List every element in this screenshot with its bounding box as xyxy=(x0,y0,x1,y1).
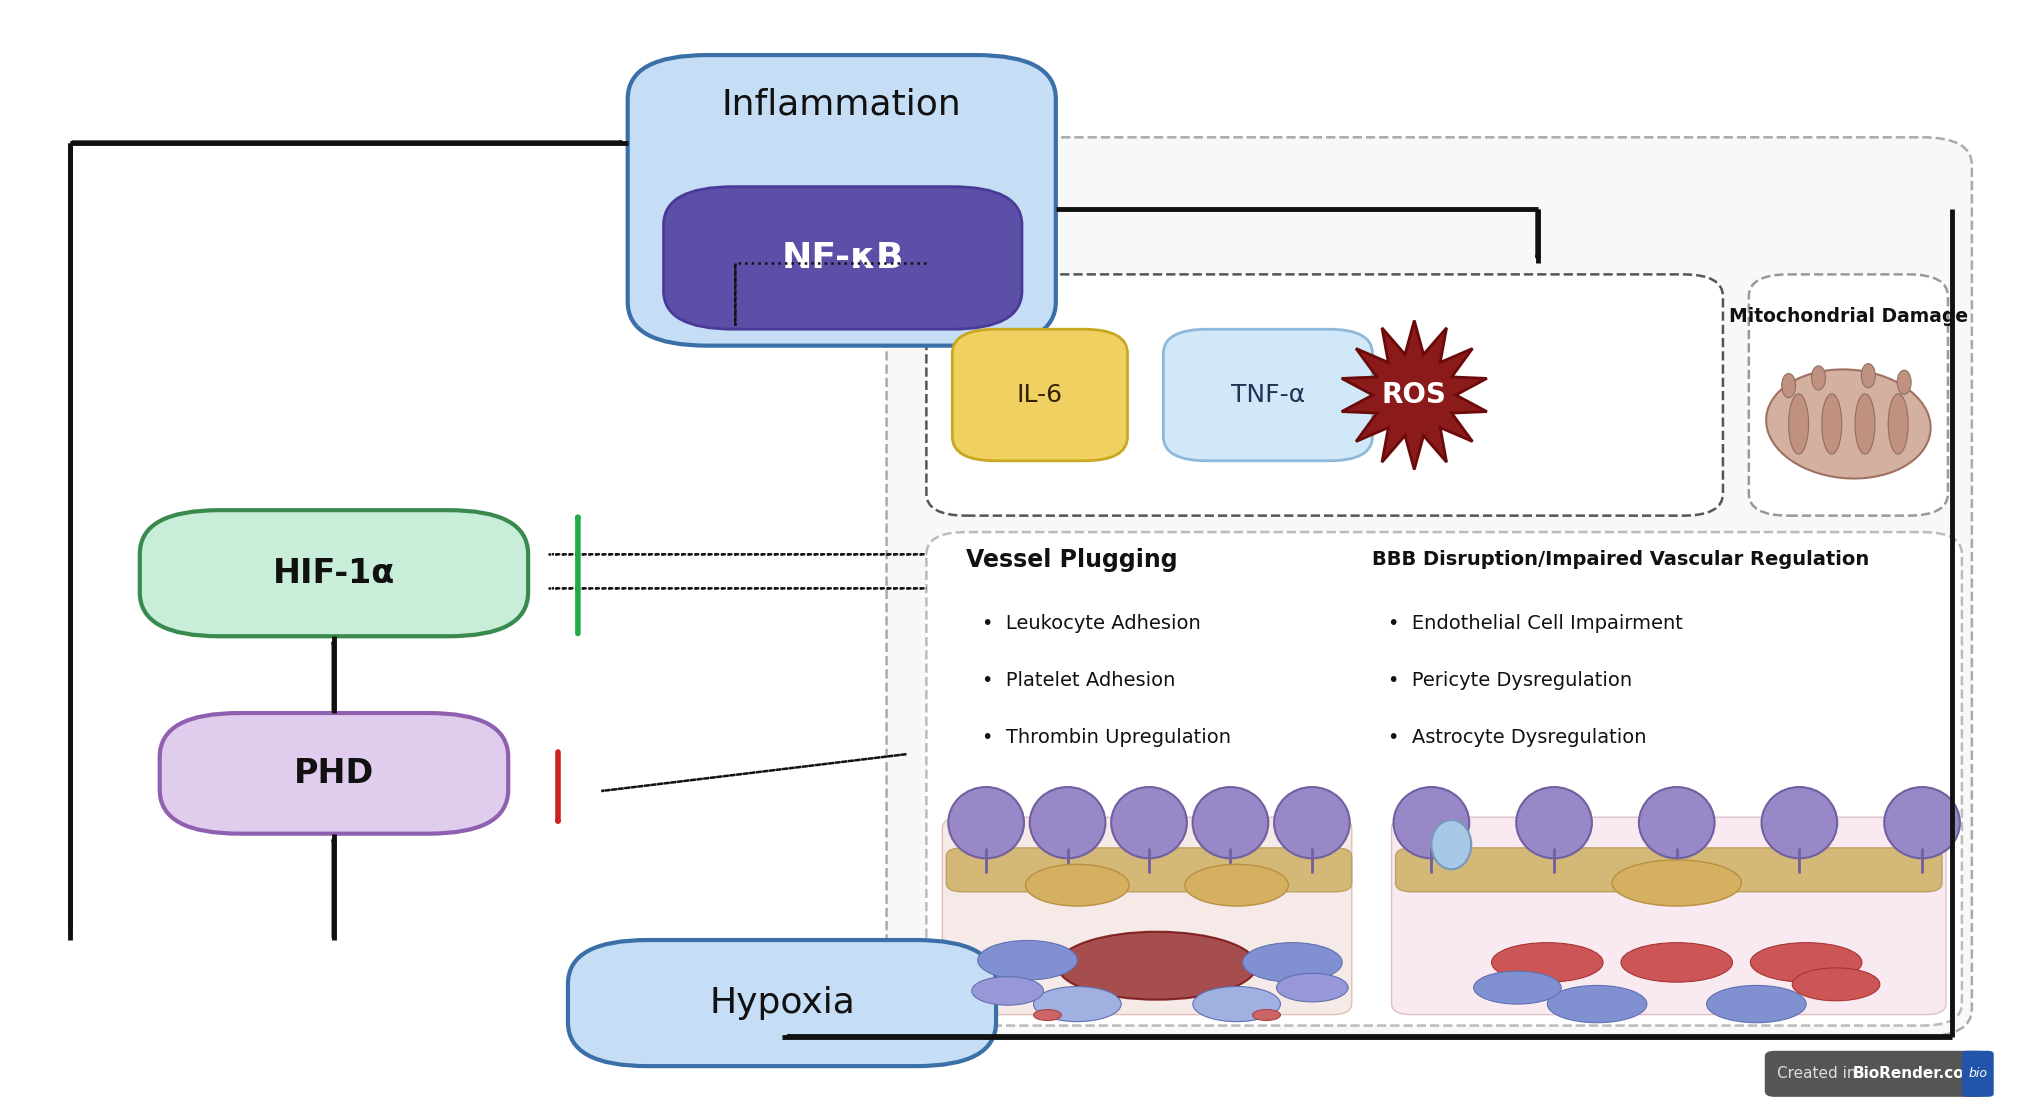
Text: Hypoxia: Hypoxia xyxy=(709,986,855,1021)
FancyBboxPatch shape xyxy=(953,329,1128,461)
Text: Inflammation: Inflammation xyxy=(721,87,961,121)
Text: •  Astrocyte Dysregulation: • Astrocyte Dysregulation xyxy=(1388,727,1646,746)
FancyBboxPatch shape xyxy=(927,274,1723,516)
Ellipse shape xyxy=(1057,932,1256,999)
Ellipse shape xyxy=(1185,864,1288,906)
Ellipse shape xyxy=(1394,787,1469,858)
Text: NF-κB: NF-κB xyxy=(782,241,904,275)
Ellipse shape xyxy=(1884,787,1961,858)
Text: BBB Disruption/Impaired Vascular Regulation: BBB Disruption/Impaired Vascular Regulat… xyxy=(1372,551,1869,568)
FancyBboxPatch shape xyxy=(1396,848,1943,892)
Ellipse shape xyxy=(1640,787,1715,858)
Ellipse shape xyxy=(949,787,1024,858)
Ellipse shape xyxy=(1112,787,1187,858)
FancyBboxPatch shape xyxy=(628,55,1057,346)
FancyBboxPatch shape xyxy=(664,187,1022,329)
FancyBboxPatch shape xyxy=(1164,329,1372,461)
Ellipse shape xyxy=(1611,861,1741,906)
Ellipse shape xyxy=(1193,787,1268,858)
Ellipse shape xyxy=(1274,787,1349,858)
Ellipse shape xyxy=(1750,942,1861,982)
FancyBboxPatch shape xyxy=(943,817,1351,1015)
Ellipse shape xyxy=(1823,394,1841,454)
Polygon shape xyxy=(1341,320,1487,470)
Ellipse shape xyxy=(1622,942,1733,982)
Ellipse shape xyxy=(1473,971,1561,1004)
Text: Vessel Plugging: Vessel Plugging xyxy=(967,547,1179,572)
FancyBboxPatch shape xyxy=(161,713,508,834)
Ellipse shape xyxy=(1762,787,1837,858)
Ellipse shape xyxy=(1546,986,1646,1023)
Ellipse shape xyxy=(1855,394,1876,454)
Ellipse shape xyxy=(1782,374,1796,397)
Ellipse shape xyxy=(1034,987,1122,1022)
Text: bio: bio xyxy=(1969,1068,1987,1080)
Ellipse shape xyxy=(1276,974,1347,1002)
Ellipse shape xyxy=(971,977,1044,1005)
FancyBboxPatch shape xyxy=(1764,1051,1987,1097)
Text: BioRender.com: BioRender.com xyxy=(1853,1066,1979,1081)
Ellipse shape xyxy=(1034,1009,1061,1021)
Text: Created in: Created in xyxy=(1776,1066,1861,1081)
Text: •  Platelet Adhesion: • Platelet Adhesion xyxy=(981,670,1177,689)
Ellipse shape xyxy=(1252,1009,1280,1021)
Ellipse shape xyxy=(977,940,1077,980)
FancyBboxPatch shape xyxy=(947,848,1351,892)
Text: •  Endothelial Cell Impairment: • Endothelial Cell Impairment xyxy=(1388,613,1682,632)
Text: PHD: PHD xyxy=(295,756,374,790)
Ellipse shape xyxy=(1861,364,1876,388)
FancyBboxPatch shape xyxy=(569,940,996,1066)
Ellipse shape xyxy=(1193,987,1280,1022)
Text: Mitochondrial Damage: Mitochondrial Damage xyxy=(1729,307,1967,326)
Ellipse shape xyxy=(1030,787,1105,858)
Ellipse shape xyxy=(1792,968,1880,1000)
Ellipse shape xyxy=(1431,820,1471,869)
Text: IL-6: IL-6 xyxy=(1016,383,1063,407)
Ellipse shape xyxy=(1491,942,1603,982)
FancyBboxPatch shape xyxy=(927,532,1963,1025)
FancyBboxPatch shape xyxy=(1392,817,1947,1015)
Ellipse shape xyxy=(1244,942,1343,982)
Text: TNF-α: TNF-α xyxy=(1231,383,1305,407)
Ellipse shape xyxy=(1813,366,1825,389)
FancyBboxPatch shape xyxy=(886,138,1971,1036)
Ellipse shape xyxy=(1788,394,1808,454)
Ellipse shape xyxy=(1898,370,1912,394)
Ellipse shape xyxy=(1516,787,1591,858)
Text: •  Pericyte Dysregulation: • Pericyte Dysregulation xyxy=(1388,670,1632,689)
FancyBboxPatch shape xyxy=(140,510,528,637)
Ellipse shape xyxy=(1707,986,1806,1023)
Text: •  Leukocyte Adhesion: • Leukocyte Adhesion xyxy=(981,613,1201,632)
FancyBboxPatch shape xyxy=(1750,274,1949,516)
Ellipse shape xyxy=(1766,369,1930,479)
Text: ROS: ROS xyxy=(1382,380,1447,410)
Text: •  Thrombin Upregulation: • Thrombin Upregulation xyxy=(981,727,1231,746)
Ellipse shape xyxy=(1888,394,1908,454)
Text: HIF-1α: HIF-1α xyxy=(272,557,394,590)
FancyBboxPatch shape xyxy=(1961,1051,1993,1097)
Ellipse shape xyxy=(1026,864,1130,906)
